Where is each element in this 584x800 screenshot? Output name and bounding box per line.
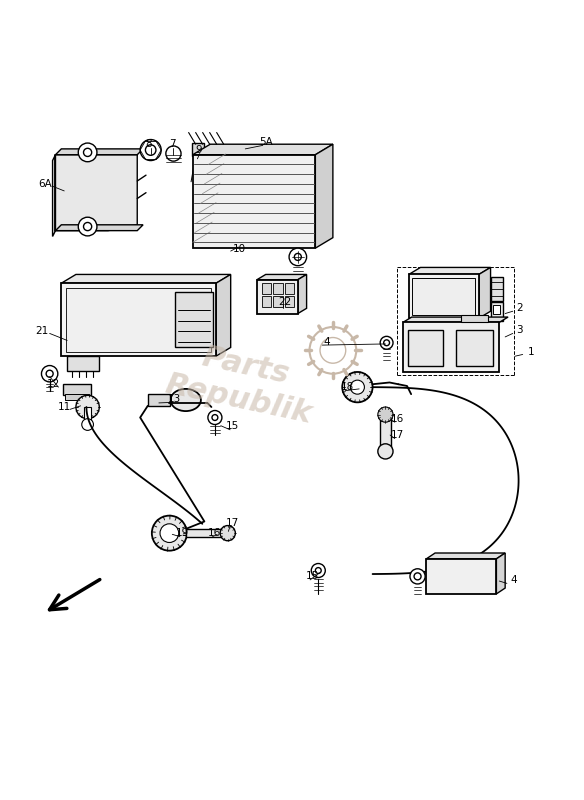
Bar: [273, 283, 283, 294]
Bar: [262, 283, 271, 294]
Text: 13: 13: [168, 394, 180, 404]
Bar: [66, 288, 211, 351]
Polygon shape: [55, 154, 137, 230]
Circle shape: [160, 524, 179, 542]
Bar: [175, 292, 213, 347]
Circle shape: [380, 336, 393, 349]
Circle shape: [350, 380, 364, 394]
Circle shape: [46, 370, 53, 378]
Bar: [257, 280, 298, 314]
Text: 5A: 5A: [259, 137, 273, 147]
Circle shape: [166, 146, 181, 161]
Bar: [262, 296, 271, 306]
Text: 2: 2: [516, 302, 523, 313]
Polygon shape: [55, 225, 143, 230]
Polygon shape: [55, 149, 143, 154]
Polygon shape: [216, 274, 231, 356]
Circle shape: [378, 444, 393, 459]
Ellipse shape: [171, 389, 201, 411]
Bar: [461, 315, 488, 322]
Text: 11: 11: [58, 402, 71, 412]
Bar: [380, 414, 391, 450]
Circle shape: [384, 340, 390, 346]
Text: 1: 1: [528, 347, 535, 357]
Text: 3: 3: [516, 325, 523, 335]
Circle shape: [41, 366, 58, 382]
Polygon shape: [298, 274, 307, 314]
Text: 4: 4: [324, 337, 331, 346]
Circle shape: [76, 395, 99, 418]
Polygon shape: [409, 267, 491, 274]
Circle shape: [82, 418, 93, 430]
Bar: [285, 283, 294, 294]
Bar: [273, 296, 283, 306]
Circle shape: [311, 563, 325, 578]
Circle shape: [342, 372, 373, 402]
Circle shape: [294, 254, 301, 261]
Bar: [63, 384, 91, 395]
Bar: [285, 296, 294, 306]
Circle shape: [140, 139, 161, 161]
Bar: [491, 278, 503, 301]
Circle shape: [78, 143, 97, 162]
Circle shape: [145, 145, 156, 155]
Circle shape: [208, 410, 222, 425]
Bar: [408, 330, 443, 366]
Polygon shape: [61, 274, 231, 283]
Polygon shape: [479, 267, 491, 318]
Bar: [65, 394, 89, 400]
Text: 17: 17: [391, 430, 404, 440]
Circle shape: [220, 526, 235, 541]
Text: 9: 9: [195, 145, 202, 155]
Polygon shape: [193, 144, 333, 154]
Polygon shape: [496, 553, 505, 594]
Text: 17: 17: [226, 518, 239, 528]
Text: 19: 19: [176, 528, 189, 538]
Bar: [412, 278, 475, 314]
Circle shape: [414, 573, 421, 580]
Bar: [403, 322, 499, 372]
Bar: [409, 274, 479, 318]
Polygon shape: [426, 553, 505, 559]
Text: 8: 8: [145, 139, 152, 150]
Bar: [148, 394, 170, 406]
Text: 16: 16: [208, 528, 221, 538]
Text: 7: 7: [169, 139, 176, 150]
Bar: [456, 330, 493, 366]
Text: 18: 18: [341, 382, 354, 392]
Circle shape: [315, 568, 321, 574]
Text: 10: 10: [233, 244, 246, 254]
Bar: [192, 143, 204, 156]
Text: Parts
Republik: Parts Republik: [163, 336, 322, 429]
Bar: [84, 407, 91, 422]
Bar: [67, 356, 99, 371]
Circle shape: [84, 148, 92, 157]
Bar: [491, 302, 503, 321]
Text: 21: 21: [36, 326, 48, 336]
Circle shape: [378, 407, 393, 422]
Bar: [193, 154, 315, 248]
Text: 6A: 6A: [39, 179, 53, 189]
Circle shape: [212, 414, 218, 421]
Circle shape: [289, 248, 307, 266]
Ellipse shape: [100, 179, 115, 202]
Text: 12: 12: [47, 378, 60, 389]
Polygon shape: [315, 144, 333, 248]
Text: 15: 15: [226, 422, 239, 431]
Text: 15: 15: [306, 571, 319, 582]
Text: 4: 4: [510, 575, 517, 585]
Circle shape: [152, 516, 187, 550]
Circle shape: [78, 218, 97, 236]
Circle shape: [410, 569, 425, 584]
Bar: [493, 305, 500, 314]
Circle shape: [84, 222, 92, 230]
Bar: [426, 559, 496, 594]
Text: 16: 16: [391, 414, 404, 424]
Polygon shape: [257, 274, 307, 280]
Bar: [61, 283, 216, 356]
Text: 22: 22: [279, 297, 291, 307]
Polygon shape: [53, 154, 55, 237]
Polygon shape: [403, 317, 508, 322]
Bar: [186, 529, 224, 538]
